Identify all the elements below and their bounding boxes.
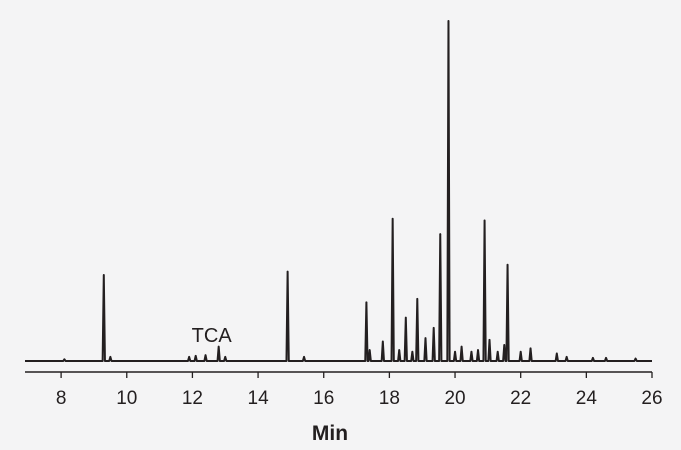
peak-point	[217, 345, 220, 348]
peak-point	[368, 349, 371, 351]
annotations: TCA	[192, 325, 233, 347]
x-tick-label: 22	[510, 388, 531, 409]
peak-point	[477, 349, 479, 351]
peak-point	[519, 350, 522, 353]
peak-point	[432, 327, 435, 329]
x-tick-label: 10	[116, 388, 137, 409]
peak-point	[565, 356, 568, 358]
peak-point	[194, 355, 197, 357]
peak-point	[109, 356, 112, 358]
x-tick-label: 12	[182, 388, 203, 409]
peak-point	[416, 298, 419, 300]
x-tick-label: 14	[248, 388, 270, 409]
chromatogram-trace	[25, 20, 652, 362]
peak-point	[454, 350, 456, 353]
peak-point	[303, 356, 305, 358]
peak-point	[496, 350, 499, 353]
peak-point	[460, 345, 463, 348]
x-axis-ticks: 8 10 12 14 16 18 20 22 24 26	[56, 372, 663, 409]
peak-point	[470, 350, 473, 353]
peak-point	[506, 264, 509, 266]
x-tick-label: 18	[379, 388, 400, 409]
peak-point	[188, 356, 190, 358]
x-tick-label: 26	[641, 388, 662, 409]
peak-point	[439, 233, 442, 235]
peak-point	[63, 358, 66, 361]
peak-point	[224, 356, 227, 358]
peak-point	[483, 219, 486, 222]
plot-area	[25, 20, 652, 362]
peak-point	[488, 339, 491, 341]
x-tick-label: 16	[313, 388, 334, 409]
peak-point	[204, 354, 207, 356]
peak-point	[286, 270, 289, 273]
peak-point	[424, 337, 427, 339]
x-tick-label: 24	[576, 388, 598, 409]
peak-point	[556, 352, 558, 355]
peak-point	[404, 316, 407, 319]
peak-point	[634, 357, 637, 360]
x-axis-title: Min	[312, 422, 348, 445]
peak-point	[365, 301, 368, 304]
peak-point	[605, 357, 607, 359]
peak-point	[391, 217, 394, 220]
peak-point	[447, 20, 450, 22]
peak-point	[382, 340, 384, 343]
peak-point	[529, 347, 532, 350]
x-tick-label: 8	[56, 388, 67, 409]
annotation-label: TCA	[192, 325, 233, 347]
x-tick-label: 20	[444, 388, 465, 409]
peak-point	[411, 350, 414, 353]
peak-point	[398, 349, 401, 351]
peak-point	[592, 357, 594, 359]
peak-point	[102, 274, 105, 276]
peak-point	[503, 344, 506, 346]
